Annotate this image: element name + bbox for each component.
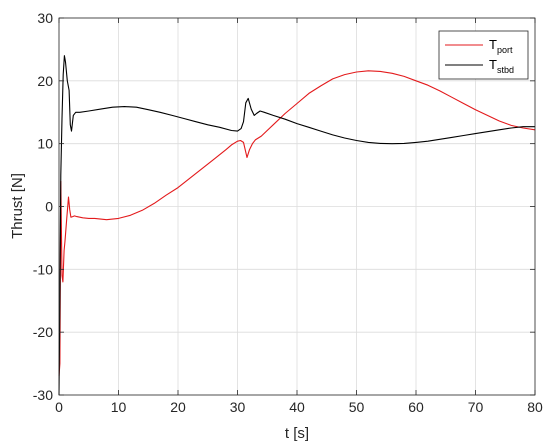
legend-name: T <box>489 37 497 52</box>
x-tick-label: 60 <box>408 399 424 415</box>
x-tick-label: 10 <box>111 399 127 415</box>
y-tick-labels: -30 -20 -10 0 10 20 30 <box>33 10 53 403</box>
ticks <box>58 17 536 396</box>
y-tick-label: 30 <box>37 10 53 26</box>
legend-label-stbd: Tstbd <box>489 57 514 75</box>
legend-subscript: port <box>497 45 513 55</box>
y-tick-label: 20 <box>37 73 53 89</box>
y-axis-label: Thrust [N] <box>9 173 26 239</box>
x-tick-label: 0 <box>55 399 63 415</box>
legend-box <box>438 30 529 80</box>
y-tick-label: 10 <box>37 136 53 152</box>
legend-label-port: Tport <box>489 37 513 55</box>
x-tick-labels: 0 10 20 30 40 50 60 70 80 <box>55 399 543 415</box>
x-tick-label: 80 <box>527 399 543 415</box>
x-axis-label: t [s] <box>285 425 309 442</box>
legend-subscript: stbd <box>497 65 514 75</box>
y-tick-label: 0 <box>45 199 53 215</box>
x-tick-label: 50 <box>349 399 365 415</box>
series-layer <box>58 55 536 396</box>
x-tick-label: 20 <box>170 399 186 415</box>
x-tick-label: 70 <box>468 399 484 415</box>
y-tick-label: -20 <box>33 324 53 340</box>
legend-name: T <box>489 57 497 72</box>
series-line-port <box>58 70 536 377</box>
y-tick-label: -30 <box>33 387 53 403</box>
x-tick-label: 40 <box>289 399 305 415</box>
y-tick-label: -10 <box>33 261 53 277</box>
x-tick-label: 30 <box>230 399 246 415</box>
series-line-stbd <box>58 55 535 396</box>
